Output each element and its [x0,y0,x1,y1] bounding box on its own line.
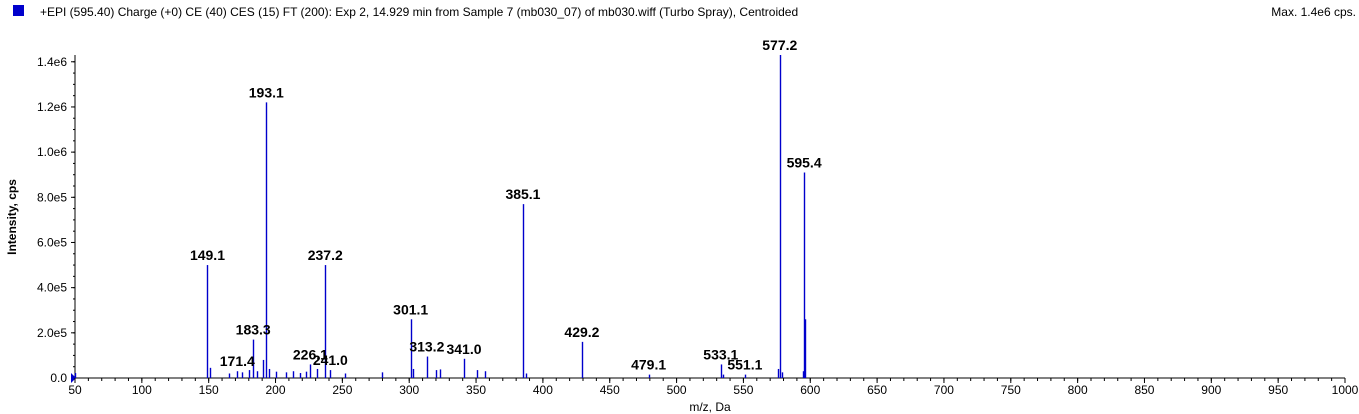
peak-label: 171.4 [220,353,255,369]
peak-label: 595.4 [787,154,822,170]
y-tick-label: 0.0 [50,371,67,385]
y-axis: 0.0 2.0e5 4.0e5 6.0e5 8.0e5 1.0e6 1.2e6 1.4e6 [37,55,76,385]
x-tick-label: 1000 [1332,383,1359,397]
x-axis-label: m/z, Da [689,400,731,414]
y-tick-label: 6.0e5 [37,235,67,249]
peak-label: 193.1 [249,84,284,100]
x-tick-label: 500 [667,383,687,397]
peak-label: 237.2 [308,247,343,263]
y-tick-label: 1.2e6 [37,100,67,114]
x-tick-label: 650 [867,383,887,397]
peak-label: 149.1 [190,247,225,263]
y-tick-label: 1.0e6 [37,145,67,159]
peaks [74,55,807,378]
max-intensity-label: Max. 1.4e6 cps. [1271,5,1356,19]
peak-label: 301.1 [393,301,428,317]
peak-label: 183.3 [236,322,271,338]
y-tick-label: 8.0e5 [37,190,67,204]
peak-label: 479.1 [631,357,666,373]
peak-label: 341.0 [446,341,481,357]
peak-labels: 149.1 171.4 183.3 193.1 226.1 237.2 241.0 301.1… [190,37,822,373]
legend-swatch-icon [13,5,24,16]
origin-marker-icon [71,373,76,383]
x-tick-label: 600 [800,383,820,397]
peak-label: 226.1 [293,346,328,362]
x-tick-label: 350 [466,383,486,397]
x-tick-label: 750 [1001,383,1021,397]
y-tick-label: 4.0e5 [37,281,67,295]
spectrum-header: +EPI (595.40) Charge (+0) CE (40) CES (1… [0,0,1359,22]
peak-label: 241.0 [313,352,348,368]
peak-label: 385.1 [505,186,540,202]
x-tick-label: 850 [1134,383,1154,397]
spectrum-title: +EPI (595.40) Charge (+0) CE (40) CES (1… [40,5,799,19]
x-axis: 50 100 150 200 250 300 350 400 450 500 550 600 650 70… [68,377,1359,397]
x-tick-label: 950 [1268,383,1288,397]
x-tick-label: 150 [199,383,219,397]
x-tick-label: 800 [1068,383,1088,397]
x-tick-label: 450 [600,383,620,397]
y-tick-label: 2.0e5 [37,326,67,340]
peak-label: 551.1 [727,357,762,373]
x-tick-label: 900 [1201,383,1221,397]
x-tick-label: 300 [399,383,419,397]
x-tick-label: 550 [733,383,753,397]
x-tick-label: 200 [266,383,286,397]
peak-label: 313.2 [409,339,444,355]
y-axis-label: Intensity, cps [5,179,19,255]
x-tick-label: 400 [533,383,553,397]
y-tick-label: 1.4e6 [37,55,67,69]
x-tick-label: 250 [332,383,352,397]
x-tick-label: 100 [132,383,152,397]
x-tick-label: 50 [68,383,82,397]
peak-label: 429.2 [564,324,599,340]
x-tick-label: 700 [934,383,954,397]
peak-label: 533.1 [703,346,738,362]
peak-label: 577.2 [762,37,797,53]
